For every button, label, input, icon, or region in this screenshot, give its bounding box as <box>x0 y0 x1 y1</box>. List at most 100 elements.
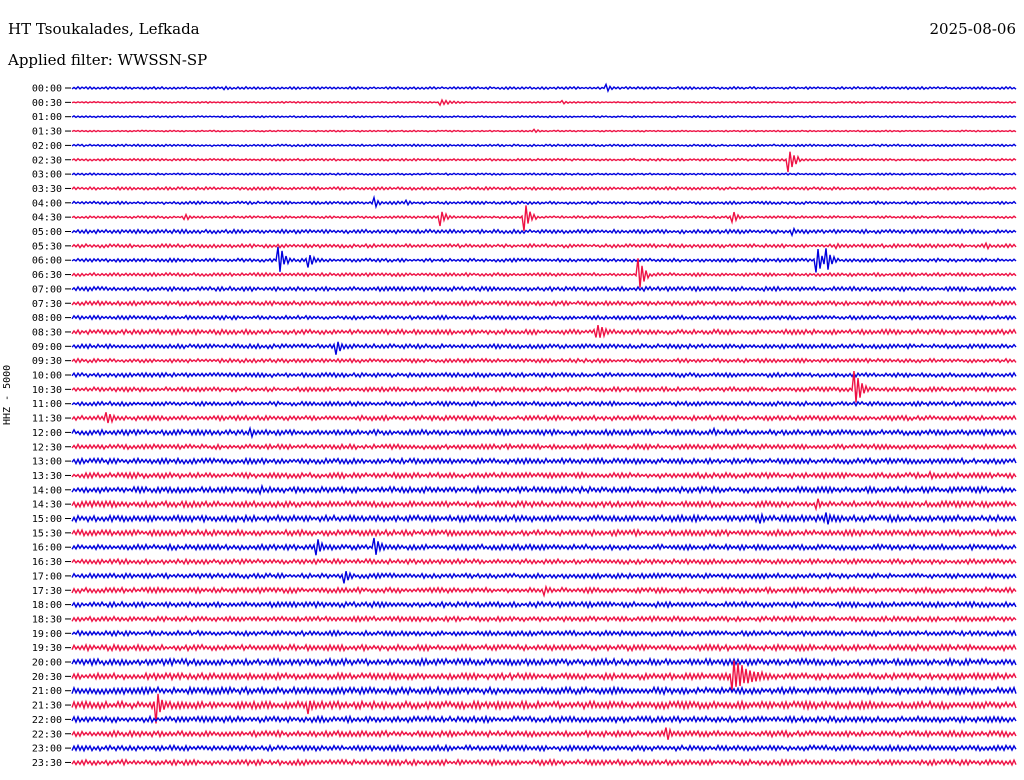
trace-row <box>71 357 1017 364</box>
row-time-label: 13:00 <box>32 457 62 468</box>
trace-row <box>71 412 1017 425</box>
row-time-label: 14:00 <box>32 485 62 496</box>
trace-row <box>71 226 1017 238</box>
trace-row <box>71 743 1017 753</box>
row-time-label: 05:30 <box>32 241 62 252</box>
trace-row <box>71 425 1017 440</box>
trace-row <box>71 98 1017 107</box>
trace-row <box>71 314 1017 321</box>
trace-row <box>71 241 1017 251</box>
row-time-label: 06:30 <box>32 270 62 281</box>
row-time-label: 16:30 <box>32 557 62 568</box>
row-time-label: 22:00 <box>32 715 62 726</box>
station-title: HT Tsoukalades, Lefkada <box>8 20 200 38</box>
row-time-label: 00:30 <box>32 98 62 109</box>
trace-row <box>71 442 1017 451</box>
row-time-label: 23:00 <box>32 744 62 755</box>
row-time-label: 07:00 <box>32 284 62 295</box>
trace-row <box>71 172 1017 177</box>
row-time-label: 12:00 <box>32 428 62 439</box>
filter-label: Applied filter: WWSSN-SP <box>8 51 208 69</box>
row-time-label: 10:00 <box>32 371 62 382</box>
trace-row <box>71 299 1017 308</box>
trace-row <box>71 341 1017 355</box>
trace-row <box>71 371 1017 379</box>
trace-row <box>71 324 1017 339</box>
trace-row <box>71 194 1017 210</box>
row-time-label: 02:30 <box>32 155 62 166</box>
trace-row <box>71 614 1017 624</box>
trace-row <box>71 143 1017 148</box>
trace-row <box>71 629 1017 638</box>
row-time-label: 21:00 <box>32 686 62 697</box>
trace-row <box>71 693 1017 724</box>
trace-row <box>71 285 1017 293</box>
row-time-label: 19:30 <box>32 643 62 654</box>
row-time-label: 05:00 <box>32 227 62 238</box>
row-time-label: 02:00 <box>32 141 62 152</box>
row-time-label: 23:30 <box>32 758 62 769</box>
trace-row <box>71 205 1017 231</box>
row-time-label: 01:00 <box>32 112 62 123</box>
trace-row <box>71 557 1017 566</box>
row-time-label: 04:00 <box>32 198 62 209</box>
row-time-label: 16:00 <box>32 543 62 554</box>
row-time-label: 09:00 <box>32 342 62 353</box>
row-time-label: 13:30 <box>32 471 62 482</box>
row-time-label: 18:00 <box>32 600 62 611</box>
row-time-label: 11:30 <box>32 414 62 425</box>
row-time-label: 11:00 <box>32 399 62 410</box>
trace-row <box>71 483 1017 496</box>
trace-row <box>71 584 1017 598</box>
trace-row <box>71 456 1017 466</box>
trace-row <box>71 656 1017 668</box>
row-time-label: 08:30 <box>32 327 62 338</box>
row-time-label: 03:30 <box>32 184 62 195</box>
trace-row <box>71 82 1017 94</box>
row-time-label: 00:00 <box>32 84 62 95</box>
row-time-label: 19:00 <box>32 629 62 640</box>
row-time-label: 09:30 <box>32 356 62 367</box>
trace-row <box>71 727 1017 740</box>
row-time-label: 18:30 <box>32 614 62 625</box>
trace-row <box>71 151 1017 173</box>
trace-row <box>71 258 1017 288</box>
row-time-label: 17:30 <box>32 586 62 597</box>
trace-row <box>71 185 1017 192</box>
row-time-label: 17:00 <box>32 571 62 582</box>
row-time-label: 06:00 <box>32 256 62 267</box>
trace-row <box>71 537 1017 556</box>
trace-row <box>71 498 1017 512</box>
trace-row <box>71 600 1017 610</box>
trace-row <box>71 399 1017 408</box>
row-time-label: 10:30 <box>32 385 62 396</box>
row-time-label: 20:00 <box>32 658 62 669</box>
trace-row <box>71 528 1017 538</box>
row-time-label: 14:30 <box>32 500 62 511</box>
row-time-label: 21:30 <box>32 701 62 712</box>
trace-row <box>71 371 1017 403</box>
row-time-label: 20:30 <box>32 672 62 683</box>
row-time-label: 15:30 <box>32 528 62 539</box>
trace-row <box>71 571 1017 584</box>
trace-row <box>71 660 1017 691</box>
row-time-label: 07:30 <box>32 299 62 310</box>
row-time-label: 22:30 <box>32 729 62 740</box>
trace-row <box>71 469 1017 481</box>
trace-row <box>71 128 1017 134</box>
trace-row <box>71 714 1017 725</box>
row-time-label: 04:30 <box>32 213 62 224</box>
row-time-label: 03:00 <box>32 170 62 181</box>
trace-row <box>71 511 1017 525</box>
trace-row <box>71 246 1017 273</box>
row-time-label: 01:30 <box>32 127 62 138</box>
trace-row <box>71 115 1017 119</box>
row-time-label: 15:00 <box>32 514 62 525</box>
trace-row <box>71 758 1017 767</box>
trace-row <box>71 685 1017 697</box>
trace-row <box>71 642 1017 653</box>
row-time-label: 12:30 <box>32 442 62 453</box>
record-date: 2025-08-06 <box>929 20 1016 38</box>
row-time-label: 08:00 <box>32 313 62 324</box>
